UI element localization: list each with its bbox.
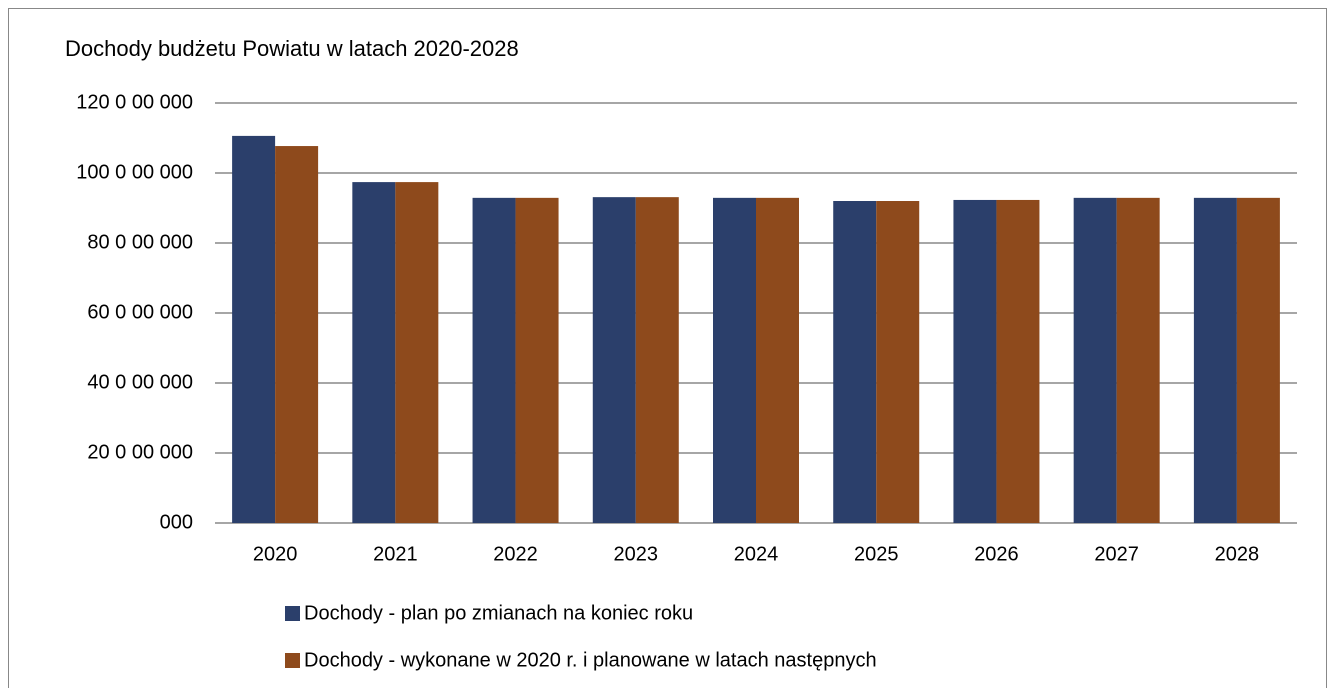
x-tick-label: 2020 <box>253 543 298 565</box>
bar <box>713 197 756 523</box>
y-tick-label: 100 0 00 000 <box>76 161 193 183</box>
bar <box>1116 197 1160 523</box>
legend-swatch <box>285 606 300 621</box>
x-tick-label: 2025 <box>854 543 899 565</box>
legend-swatch <box>285 653 300 668</box>
legend-label: Dochody - wykonane w 2020 r. i planowane… <box>304 649 877 671</box>
y-tick-label: 40 0 00 000 <box>87 371 193 393</box>
bar <box>592 197 636 523</box>
chart-title: Dochody budżetu Powiatu w latach 2020-20… <box>65 36 519 61</box>
bar <box>515 197 559 523</box>
bar <box>833 201 877 523</box>
x-tick-label: 2028 <box>1215 543 1260 565</box>
bar <box>953 199 997 523</box>
bar <box>1236 197 1280 523</box>
x-tick-label: 2024 <box>734 543 779 565</box>
x-tick-label: 2022 <box>493 543 538 565</box>
bar <box>635 197 679 523</box>
y-tick-label: 80 0 00 000 <box>87 231 193 253</box>
bar <box>395 182 439 523</box>
bar <box>1073 197 1117 523</box>
y-tick-label: 60 0 00 000 <box>87 301 193 323</box>
x-tick-label: 2026 <box>974 543 1019 565</box>
y-tick-label: 120 0 00 000 <box>76 91 193 113</box>
x-tick-label: 2023 <box>614 543 659 565</box>
y-tick-label: 20 0 00 000 <box>87 441 193 463</box>
bar <box>275 146 319 524</box>
bar <box>352 182 396 523</box>
y-tick-label: 000 <box>160 511 193 533</box>
legend-label: Dochody - plan po zmianach na koniec rok… <box>304 602 693 624</box>
x-tick-label: 2021 <box>373 543 418 565</box>
x-tick-label: 2027 <box>1094 543 1139 565</box>
bar <box>472 197 516 523</box>
bar <box>756 197 799 523</box>
bar <box>996 199 1040 523</box>
bar <box>876 201 920 523</box>
bar <box>232 135 276 523</box>
bar <box>1193 197 1237 523</box>
